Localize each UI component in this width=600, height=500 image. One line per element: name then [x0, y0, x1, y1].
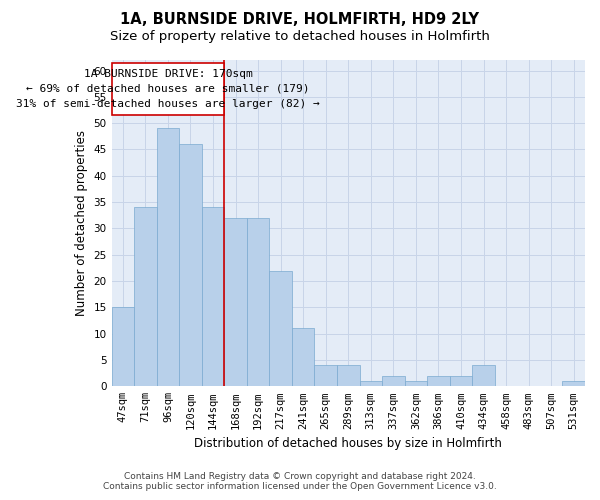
Bar — [292, 328, 314, 386]
Bar — [562, 381, 585, 386]
Bar — [404, 381, 427, 386]
FancyBboxPatch shape — [112, 62, 224, 116]
Bar — [112, 308, 134, 386]
Bar — [427, 376, 450, 386]
Text: 1A, BURNSIDE DRIVE, HOLMFIRTH, HD9 2LY: 1A, BURNSIDE DRIVE, HOLMFIRTH, HD9 2LY — [121, 12, 479, 28]
Y-axis label: Number of detached properties: Number of detached properties — [75, 130, 88, 316]
Bar — [382, 376, 404, 386]
Bar — [179, 144, 202, 386]
Text: Size of property relative to detached houses in Holmfirth: Size of property relative to detached ho… — [110, 30, 490, 43]
Bar — [269, 270, 292, 386]
Bar — [450, 376, 472, 386]
Bar — [224, 218, 247, 386]
Text: Contains HM Land Registry data © Crown copyright and database right 2024.
Contai: Contains HM Land Registry data © Crown c… — [103, 472, 497, 491]
Bar — [472, 366, 495, 386]
X-axis label: Distribution of detached houses by size in Holmfirth: Distribution of detached houses by size … — [194, 437, 502, 450]
Text: 1A BURNSIDE DRIVE: 170sqm
← 69% of detached houses are smaller (179)
31% of semi: 1A BURNSIDE DRIVE: 170sqm ← 69% of detac… — [16, 69, 320, 108]
Bar — [157, 128, 179, 386]
Bar — [247, 218, 269, 386]
Bar — [337, 366, 359, 386]
Bar — [134, 208, 157, 386]
Bar — [202, 208, 224, 386]
Bar — [359, 381, 382, 386]
Bar — [314, 366, 337, 386]
